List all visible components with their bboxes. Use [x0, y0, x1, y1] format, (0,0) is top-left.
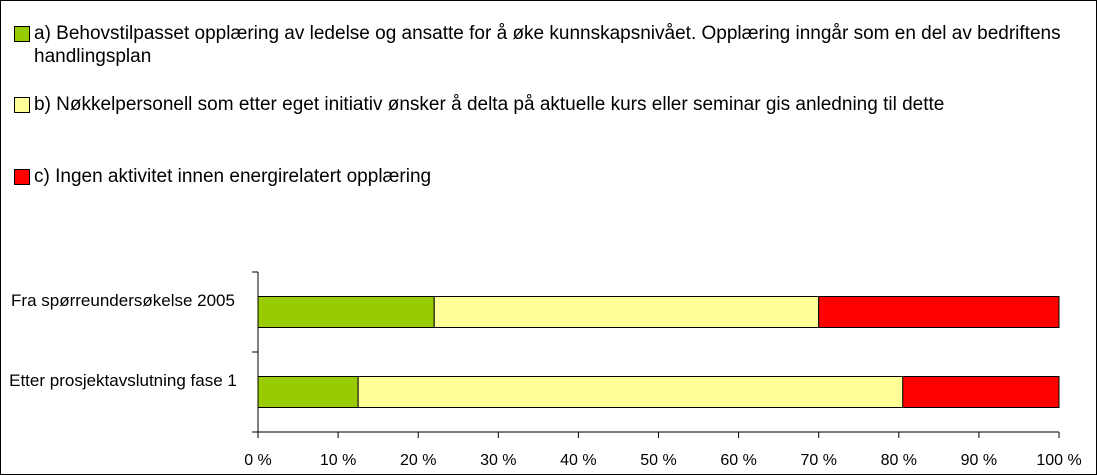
x-tick-label: 90 %	[961, 452, 997, 469]
legend-swatch	[14, 26, 30, 42]
x-tick-label: 100 %	[1036, 452, 1081, 469]
legend-item: b) Nøkkelpersonell som etter eget initia…	[14, 93, 1094, 116]
legend-label: c) Ingen aktivitet innen energirelatert …	[34, 166, 432, 187]
x-tick-label: 0 %	[244, 452, 272, 469]
x-tick-label: 60 %	[720, 452, 756, 469]
legend-label: a) Behovstilpasset opplæring av ledelse …	[34, 23, 1061, 67]
x-tick-label: 30 %	[480, 452, 516, 469]
x-tick-label: 10 %	[320, 452, 356, 469]
x-tick-label: 50 %	[640, 452, 676, 469]
legend-swatch	[14, 97, 30, 113]
x-tick-label: 70 %	[800, 452, 836, 469]
legend-swatch	[14, 169, 30, 185]
bar-segment	[257, 296, 435, 328]
legend-item: a) Behovstilpasset opplæring av ledelse …	[14, 22, 1094, 68]
category-label: Etter prosjektavslutning fase 1	[9, 371, 237, 390]
legend-label: b) Nøkkelpersonell som etter eget initia…	[34, 94, 945, 115]
legend-item: c) Ingen aktivitet innen energirelatert …	[14, 165, 1094, 188]
bar-segment	[433, 296, 820, 328]
category-label: Fra spørreundersøkelse 2005	[11, 291, 235, 310]
x-tick-label: 80 %	[881, 452, 917, 469]
bar-segment	[818, 296, 1060, 328]
bar-segment	[902, 376, 1060, 408]
x-tick-label: 20 %	[400, 452, 436, 469]
x-tick-label: 40 %	[560, 452, 596, 469]
bar-segment	[357, 376, 904, 408]
bar-segment	[257, 376, 359, 408]
